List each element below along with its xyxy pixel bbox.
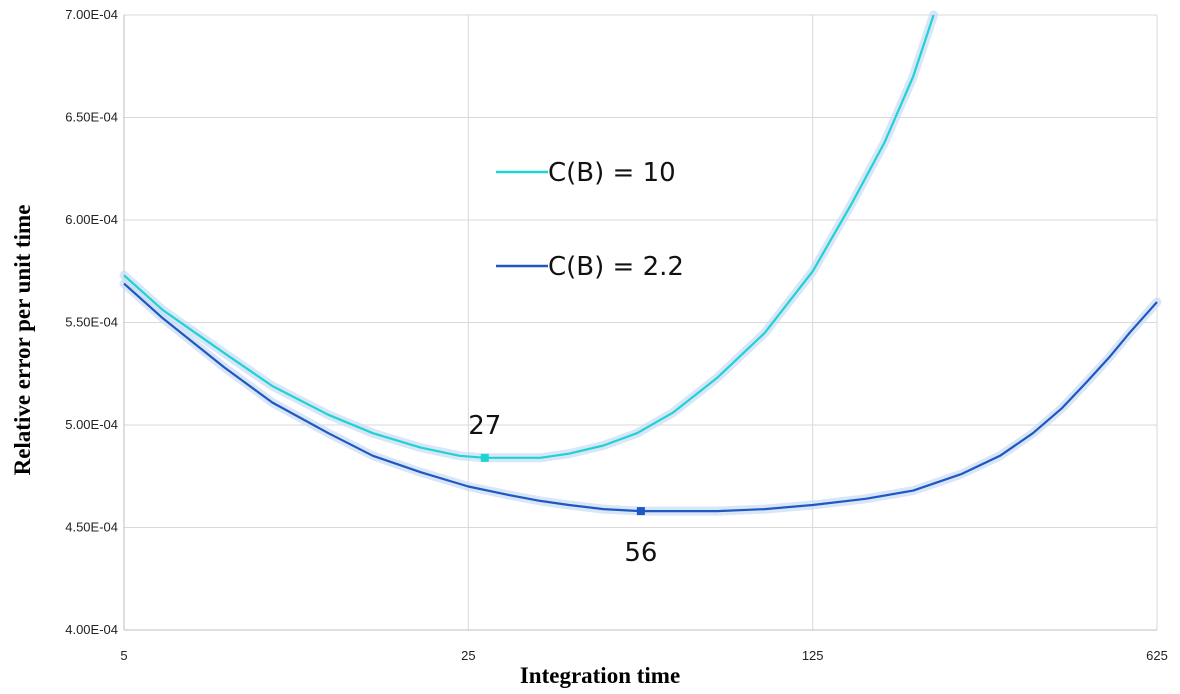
- y-tick-labels: 4.00E-04 4.50E-04 5.00E-04 5.50E-04 6.00E-04…: [65, 7, 118, 637]
- y-tick-label: 4.00E-04: [65, 622, 118, 637]
- y-tick-label: 6.50E-04: [65, 110, 118, 125]
- x-tick-label: 5: [120, 648, 127, 663]
- minimum-marker: [480, 453, 489, 462]
- legend: C(B) = 10 C(B) = 2.2: [496, 158, 684, 282]
- legend-label: C(B) = 2.2: [548, 252, 684, 282]
- x-tick-label: 25: [461, 648, 475, 663]
- series-line-1: [123, 282, 1158, 513]
- x-tick-label: 125: [802, 648, 824, 663]
- y-tick-label: 5.00E-04: [65, 417, 118, 432]
- y-tick-label: 6.00E-04: [65, 212, 118, 227]
- series-line-0: [123, 14, 935, 459]
- minimum-markers: [480, 453, 645, 516]
- gridlines: [123, 14, 1158, 631]
- y-axis-title: Relative error per unit time: [10, 205, 35, 476]
- series-glow: [119, 279, 1162, 516]
- y-tick-label: 5.50E-04: [65, 315, 118, 330]
- y-tick-label: 4.50E-04: [65, 520, 118, 535]
- x-axis-title: Integration time: [520, 663, 680, 688]
- minimum-marker: [636, 507, 645, 516]
- series-lines: [119, 10, 1162, 516]
- annotation-label: 27: [468, 411, 501, 441]
- annotation-label: 56: [624, 538, 657, 568]
- x-tick-label: 625: [1146, 648, 1168, 663]
- annotations: 27 56: [468, 411, 657, 568]
- series-glow: [119, 10, 939, 463]
- x-tick-labels: 5 25 125 625: [120, 648, 1167, 663]
- y-tick-label: 7.00E-04: [65, 7, 118, 22]
- legend-label: C(B) = 10: [548, 158, 676, 188]
